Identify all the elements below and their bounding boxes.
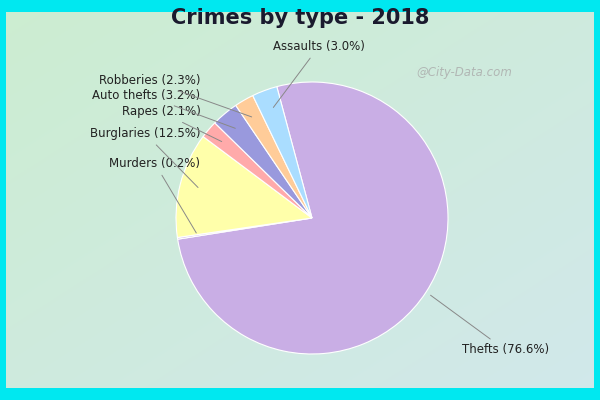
Text: Assaults (3.0%): Assaults (3.0%): [273, 40, 365, 108]
Wedge shape: [215, 105, 312, 218]
Text: Auto thefts (3.2%): Auto thefts (3.2%): [92, 89, 235, 128]
Text: Rapes (2.1%): Rapes (2.1%): [122, 106, 222, 142]
Wedge shape: [253, 87, 312, 218]
Text: Thefts (76.6%): Thefts (76.6%): [431, 295, 549, 356]
Text: Crimes by type - 2018: Crimes by type - 2018: [171, 8, 429, 28]
Text: Burglaries (12.5%): Burglaries (12.5%): [90, 127, 200, 188]
Wedge shape: [178, 82, 448, 354]
Text: @City-Data.com: @City-Data.com: [417, 66, 512, 79]
Wedge shape: [236, 96, 312, 218]
Wedge shape: [178, 218, 312, 239]
Text: Murders (0.2%): Murders (0.2%): [109, 157, 200, 233]
Wedge shape: [203, 123, 312, 218]
Wedge shape: [176, 136, 312, 238]
Text: Robberies (2.3%): Robberies (2.3%): [99, 74, 251, 117]
